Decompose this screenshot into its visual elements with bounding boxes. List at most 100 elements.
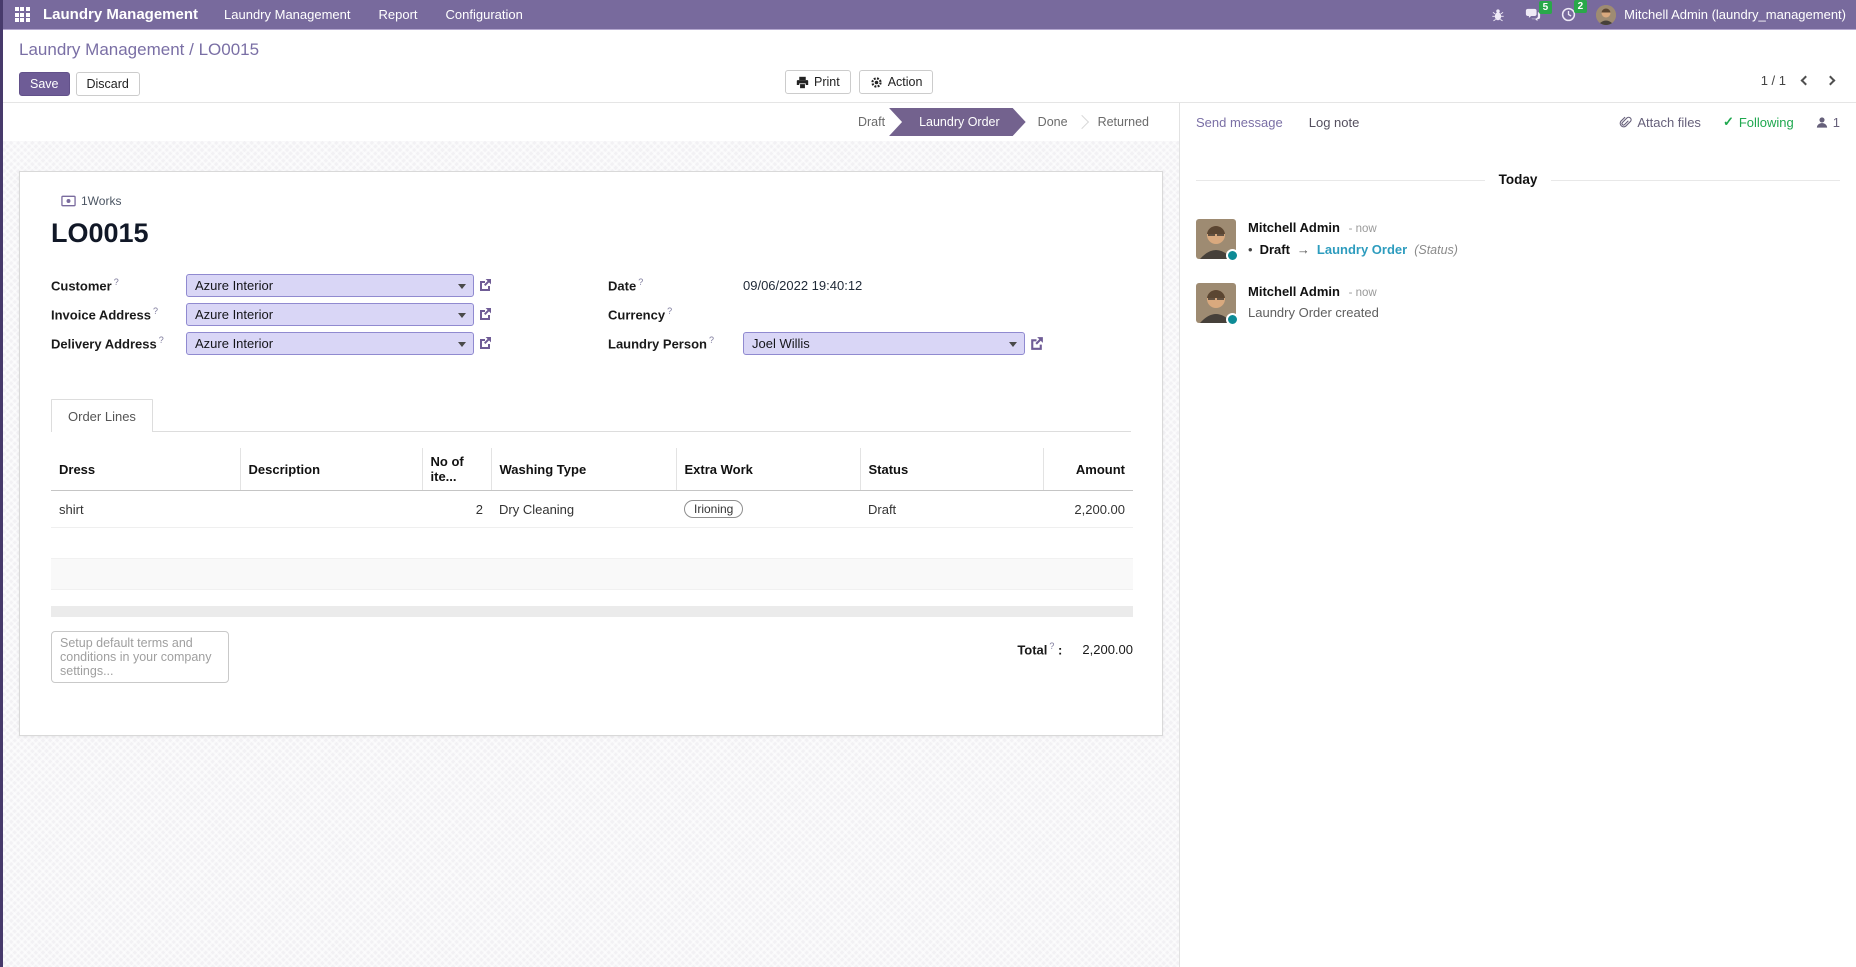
pager: 1 / 1 [1760, 73, 1836, 88]
avatar [1196, 219, 1236, 259]
action-button[interactable]: Action [858, 70, 934, 94]
chatter-toolbar-right: Attach files ✓ Following 1 [1619, 114, 1840, 130]
col-dress[interactable]: Dress [51, 448, 240, 491]
col-washing-type[interactable]: Washing Type [490, 448, 676, 491]
message-avatar[interactable] [1196, 219, 1239, 262]
debug-bug-icon[interactable] [1491, 8, 1505, 22]
bullet-icon: • [1248, 242, 1253, 257]
send-message-button[interactable]: Send message [1196, 114, 1283, 130]
log-note-button[interactable]: Log note [1308, 114, 1360, 130]
notebook-tabs: Order Lines [51, 398, 1131, 432]
form-pane: Draft Laundry Order Done Returned 1Works… [3, 103, 1180, 967]
message-author[interactable]: Mitchell Admin [1248, 284, 1340, 299]
form-sheet: 1Works LO0015 Customer? Azure Interior [19, 171, 1163, 736]
messages-icon[interactable]: 5 [1525, 0, 1553, 22]
sheet-bottom-row: Total? : 2,200.00 [51, 631, 1133, 683]
delivery-address-select[interactable]: Azure Interior [186, 331, 474, 355]
customer-select[interactable]: Azure Interior [186, 273, 474, 297]
col-status[interactable]: Status [859, 448, 1043, 491]
col-no-of-items[interactable]: No of ite... [421, 448, 491, 491]
save-button[interactable]: Save [19, 71, 70, 96]
tab-order-lines[interactable]: Order Lines [51, 399, 153, 432]
message-author[interactable]: Mitchell Admin [1248, 220, 1340, 235]
user-name: Mitchell Admin (laundry_management) [1624, 7, 1846, 22]
menu-report[interactable]: Report [378, 7, 418, 22]
followers-count: 1 [1832, 114, 1840, 130]
print-button[interactable]: Print [785, 70, 851, 94]
col-description[interactable]: Description [239, 448, 422, 491]
message-avatar[interactable] [1196, 283, 1239, 326]
help-icon[interactable]: ? [1049, 641, 1055, 651]
pager-next-icon[interactable] [1825, 75, 1836, 86]
menu-laundry-management[interactable]: Laundry Management [224, 7, 351, 22]
invoice-address-external-link-icon[interactable] [477, 306, 493, 322]
help-icon[interactable]: ? [113, 276, 119, 287]
breadcrumb-current: LO0015 [198, 40, 260, 59]
help-icon[interactable]: ? [152, 305, 158, 316]
field-currency: Currency? [608, 302, 1131, 326]
messages-badge: 5 [1538, 0, 1553, 14]
chatter-message: Mitchell Admin - now Laundry Order creat… [1180, 259, 1856, 326]
date-value[interactable]: 09/06/2022 19:40:12 [743, 277, 863, 293]
empty-line [51, 528, 1133, 558]
help-icon[interactable]: ? [667, 305, 673, 316]
apps-menu-icon[interactable] [9, 2, 35, 28]
cell-dress[interactable]: shirt [51, 490, 240, 528]
help-icon[interactable]: ? [638, 276, 644, 287]
laundry-person-external-link-icon[interactable] [1028, 335, 1045, 352]
pager-value: 1 / 1 [1760, 73, 1786, 88]
delivery-address-external-link-icon[interactable] [477, 335, 493, 351]
field-invoice-address: Invoice Address? Azure Interior [51, 302, 574, 326]
breadcrumb-parent[interactable]: Laundry Management [19, 40, 185, 59]
invoice-address-label: Invoice Address? [51, 305, 158, 323]
discard-button[interactable]: Discard [75, 71, 140, 96]
help-icon[interactable]: ? [708, 334, 714, 345]
help-icon[interactable]: ? [158, 334, 164, 345]
customer-external-link-icon[interactable] [477, 277, 493, 293]
activities-clock-icon[interactable]: 2 [1561, 0, 1588, 22]
chevron-down-icon [458, 312, 466, 318]
terms-and-conditions-input[interactable] [51, 631, 229, 683]
action-label: Action [887, 75, 923, 89]
cell-no-of-items[interactable]: 2 [422, 490, 491, 528]
message-body: Laundry Order created [1248, 305, 1379, 320]
cell-description[interactable] [240, 490, 422, 528]
tracking-new-value[interactable]: Laundry Order [1316, 242, 1408, 257]
customer-label: Customer? [51, 276, 119, 294]
empty-line [51, 590, 1133, 606]
top-navbar: Laundry Management Laundry Management Re… [3, 0, 1856, 30]
cell-status[interactable]: Draft [860, 490, 1043, 528]
cell-amount[interactable]: 2,200.00 [1043, 490, 1133, 528]
invoice-address-select[interactable]: Azure Interior [186, 302, 474, 326]
pager-previous-icon[interactable] [1800, 75, 1811, 86]
statusbar-step-done[interactable]: Done [1037, 115, 1068, 129]
laundry-person-select[interactable]: Joel Willis [743, 331, 1025, 355]
message-header: Mitchell Admin - now [1248, 284, 1377, 299]
statusbar-step-returned[interactable]: Returned [1097, 115, 1149, 129]
attach-files-button[interactable]: Attach files [1619, 115, 1701, 130]
menu-configuration[interactable]: Configuration [445, 7, 523, 22]
works-smart-button-label: 1Works [81, 194, 122, 208]
invoice-address-value: Azure Interior [195, 306, 274, 322]
following-button[interactable]: ✓ Following [1723, 114, 1794, 130]
nav-app-title[interactable]: Laundry Management [43, 6, 199, 23]
col-extra-work[interactable]: Extra Work [675, 448, 860, 491]
works-smart-button[interactable]: 1Works [61, 194, 121, 208]
statusbar-step-laundry-order[interactable]: Laundry Order [889, 108, 1026, 136]
online-status-dot [1226, 249, 1239, 262]
field-grid: Customer? Azure Interior Invoice Address… [51, 273, 1131, 360]
body: Draft Laundry Order Done Returned 1Works… [3, 103, 1856, 967]
cell-washing-type[interactable]: Dry Cleaning [491, 490, 676, 528]
extra-work-tag[interactable]: Irioning [684, 500, 744, 518]
center-actions: Print Action [785, 70, 934, 94]
statusbar-step-draft[interactable]: Draft [857, 115, 886, 129]
user-menu[interactable]: Mitchell Admin (laundry_management) [1596, 4, 1846, 25]
col-amount[interactable]: Amount [1042, 448, 1133, 491]
navbar-right: 5 2 Mitchell Admin (laundry_management) [1491, 0, 1846, 25]
paperclip-icon [1619, 115, 1632, 129]
total-separator-bar [51, 606, 1133, 617]
followers-button[interactable]: 1 [1816, 115, 1840, 130]
cell-extra-work[interactable]: Irioning [676, 490, 860, 528]
nav-menu: Laundry Management Report Configuration [224, 7, 523, 22]
field-delivery-address: Delivery Address? Azure Interior [51, 331, 574, 355]
